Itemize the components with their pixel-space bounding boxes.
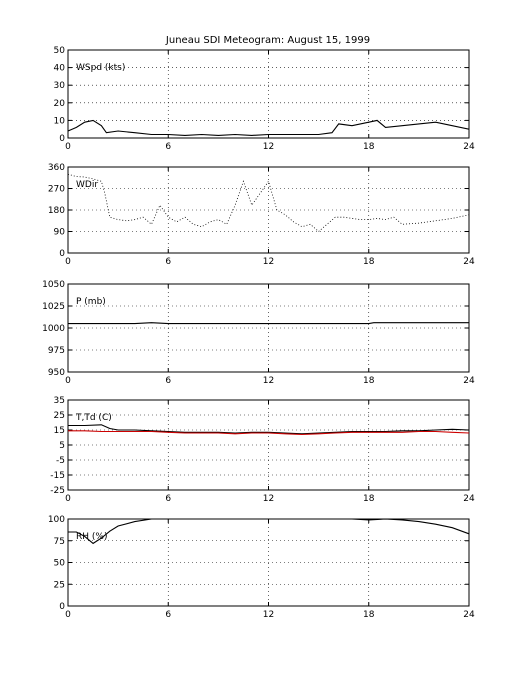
x-tick-label: 0 bbox=[65, 142, 71, 152]
y-tick-label: 100 bbox=[48, 515, 65, 525]
x-tick-label: 6 bbox=[165, 610, 171, 620]
y-tick-label: -15 bbox=[50, 471, 65, 481]
x-tick-label: 0 bbox=[65, 376, 71, 386]
y-tick-label: 1025 bbox=[42, 302, 65, 312]
x-tick-label: 6 bbox=[165, 257, 171, 267]
y-tick-label: 950 bbox=[48, 368, 65, 378]
y-tick-label: 40 bbox=[54, 64, 66, 74]
x-tick-label: 12 bbox=[263, 142, 274, 152]
y-tick-label: 1000 bbox=[42, 324, 65, 334]
panel-1: 0 6 12 18 24 0 10 20 30 40 50 WSpd (kts) bbox=[54, 46, 475, 152]
y-tick-label: 30 bbox=[54, 81, 66, 91]
series-line-1 bbox=[67, 119, 470, 136]
y-tick-label: 5 bbox=[59, 441, 65, 451]
x-tick-label: 6 bbox=[165, 376, 171, 386]
x-tick-label: 24 bbox=[463, 494, 475, 504]
y-tick-label: 20 bbox=[54, 99, 66, 109]
y-tick-label: 360 bbox=[48, 163, 65, 173]
series-line-2 bbox=[68, 430, 470, 436]
panel-3: 0 6 12 18 24 950 975 1000 1025 1050 P (mb) bbox=[42, 280, 475, 386]
y-tick-label: 15 bbox=[54, 426, 65, 436]
y-tick-label: 25 bbox=[54, 580, 65, 590]
x-tick-label: 18 bbox=[363, 142, 375, 152]
x-tick-label: 18 bbox=[363, 376, 375, 386]
panel-label: WSpd (kts) bbox=[76, 63, 125, 73]
series-line-1 bbox=[68, 322, 469, 325]
x-tick-label: 12 bbox=[263, 376, 274, 386]
y-tick-label: 180 bbox=[48, 206, 65, 216]
y-tick-label: 1050 bbox=[42, 280, 65, 290]
y-tick-label: 10 bbox=[54, 116, 66, 126]
figure-title: Juneau SDI Meteogram: August 15, 1999 bbox=[165, 35, 370, 46]
x-tick-label: 12 bbox=[263, 494, 274, 504]
x-tick-label: 0 bbox=[65, 610, 71, 620]
x-tick-label: 24 bbox=[463, 376, 475, 386]
x-tick-label: 24 bbox=[463, 610, 475, 620]
y-tick-label: 35 bbox=[54, 396, 65, 406]
y-tick-label: -5 bbox=[56, 456, 65, 466]
panel-2: 0 6 12 18 24 0 90 180 270 360 WDir bbox=[48, 163, 475, 267]
x-tick-label: 24 bbox=[463, 142, 475, 152]
series-line-1 bbox=[67, 173, 470, 233]
y-tick-label: 50 bbox=[54, 46, 66, 56]
series-line-1 bbox=[68, 518, 470, 545]
x-tick-label: 0 bbox=[65, 494, 71, 504]
x-tick-label: 12 bbox=[263, 257, 274, 267]
y-tick-label: 0 bbox=[59, 602, 65, 612]
y-tick-label: 0 bbox=[59, 249, 65, 259]
x-tick-label: 0 bbox=[65, 257, 71, 267]
x-tick-label: 24 bbox=[463, 257, 475, 267]
x-tick-label: 12 bbox=[263, 610, 274, 620]
x-tick-label: 6 bbox=[165, 494, 171, 504]
x-tick-label: 6 bbox=[165, 142, 171, 152]
y-tick-label: 0 bbox=[59, 134, 65, 144]
panel-4: 0 6 12 18 24 -25 -15 -5 5 15 25 35 T,Td (C) bbox=[50, 396, 475, 504]
x-tick-label: 18 bbox=[363, 257, 375, 267]
y-tick-label: 975 bbox=[48, 346, 65, 356]
y-tick-label: 75 bbox=[54, 537, 65, 547]
panel-label: P (mb) bbox=[76, 297, 106, 307]
x-tick-label: 18 bbox=[363, 494, 375, 504]
panel-label: T,Td (C) bbox=[75, 413, 112, 423]
y-tick-label: 270 bbox=[48, 185, 65, 195]
y-tick-label: 25 bbox=[54, 411, 65, 421]
y-tick-label: 50 bbox=[54, 559, 66, 569]
panel-5: 0 6 12 18 24 0 25 50 75 100 RH (%) bbox=[48, 515, 475, 620]
x-tick-label: 18 bbox=[363, 610, 375, 620]
series-line-1 bbox=[68, 424, 470, 435]
panel-label: RH (%) bbox=[76, 532, 107, 542]
y-tick-label: 90 bbox=[54, 228, 66, 238]
panel-label: WDir bbox=[76, 180, 98, 190]
y-tick-label: -25 bbox=[50, 486, 65, 496]
